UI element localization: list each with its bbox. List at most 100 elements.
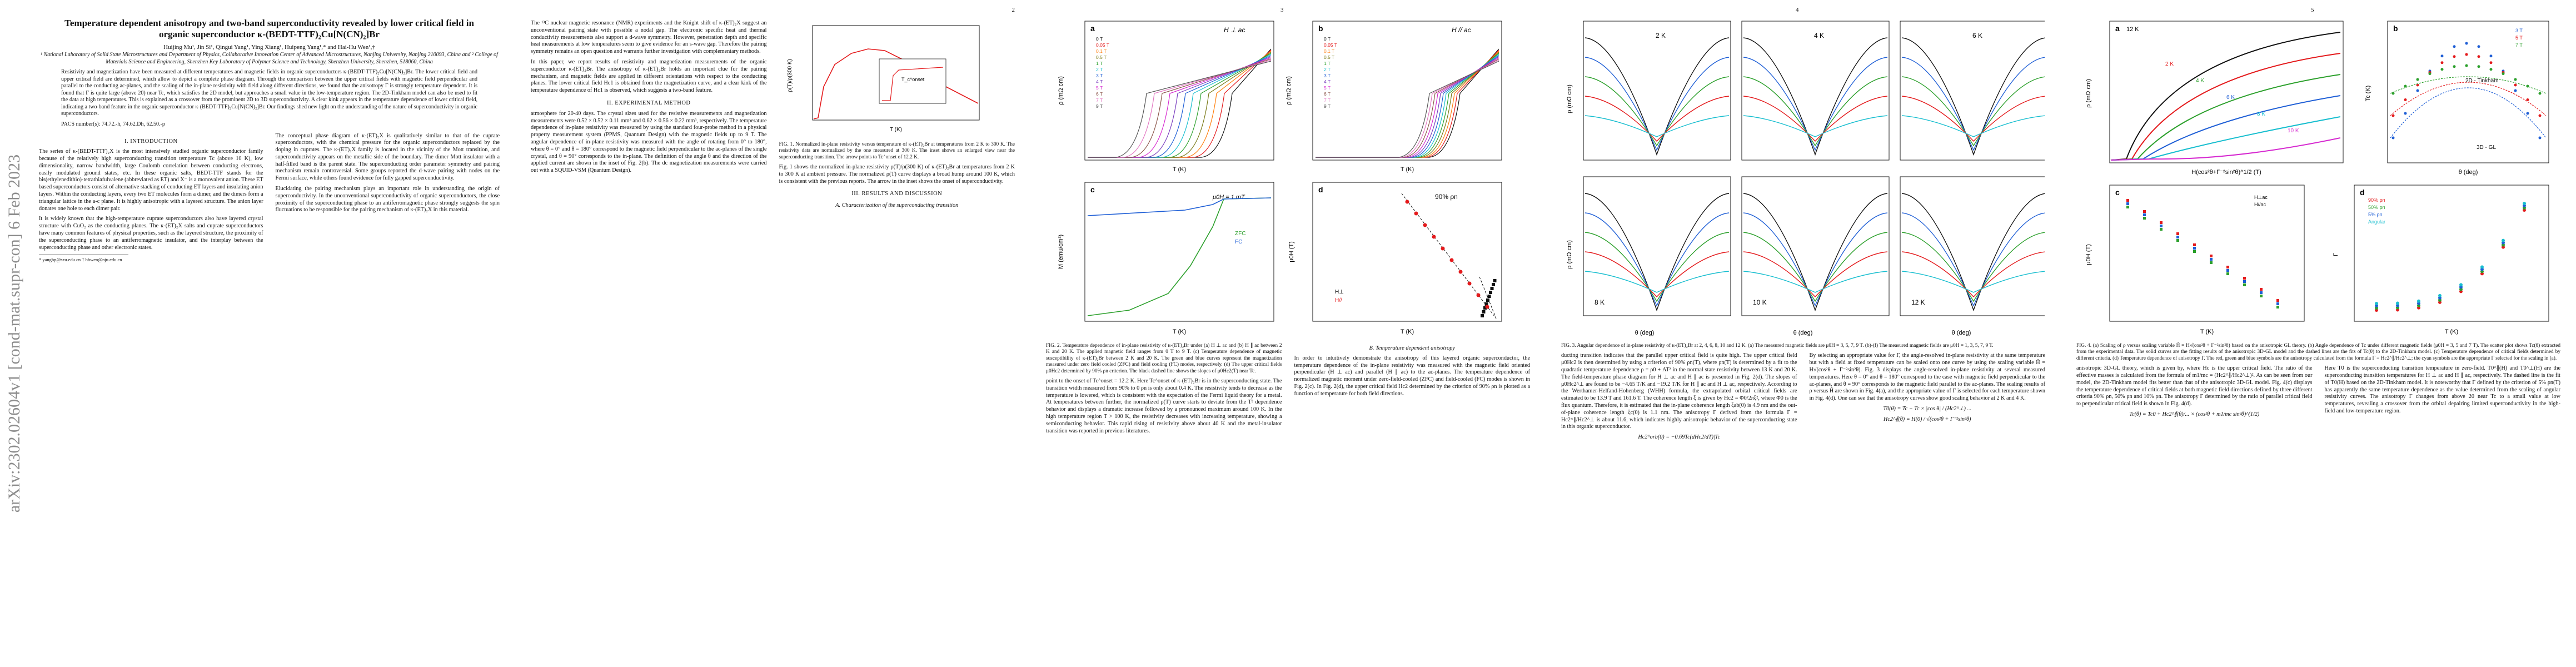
- legend-entry: 3 T: [1096, 73, 1103, 78]
- section-heading: I. INTRODUCTION: [124, 138, 178, 145]
- tc-point: [2477, 45, 2480, 48]
- section-heading: II. EXPERIMENTAL METHOD: [606, 99, 691, 106]
- panel-label: a: [1090, 24, 1095, 33]
- figure-3-caption: FIG. 3. Angular dependence of in-plane r…: [1561, 343, 1994, 349]
- tc-point: [2502, 72, 2505, 76]
- axis-xlabel: T (K): [1401, 328, 1414, 335]
- hperp-point: [1492, 283, 1495, 286]
- hpar-point: [1414, 211, 1418, 216]
- angle-curve: [1585, 96, 1730, 142]
- tc-point: [2538, 92, 2542, 95]
- equation: T0(θ) = Tc − Tc × |cos θ| / (Hc2^⊥) ...: [1883, 405, 1972, 412]
- angle-curve: [1743, 115, 1888, 137]
- field-curve: [1316, 49, 1499, 158]
- figure-4: a 12 K 2 K 4 K 6 K 8 K 10 K ρ (mΩ cm) H(cos²…: [2085, 21, 2549, 335]
- fig2-panel-b: b H // ac 0 T0.05 T0.1 T0.5 T1 T2 T3 T4 …: [1285, 21, 1502, 173]
- field-curve: [1088, 55, 1272, 158]
- hpar-point: [1432, 235, 1436, 239]
- tc-point: [2416, 83, 2419, 87]
- panel-title: H // ac: [1452, 26, 1471, 34]
- paragraph: ducting transition indicates that the pa…: [1561, 352, 1797, 430]
- field-curve: [1088, 48, 1272, 158]
- angle-curve: [1743, 76, 1888, 147]
- panel-label: d: [1318, 185, 1323, 194]
- hperp-point: [1484, 302, 1488, 306]
- legend-hperp: H⊥: [1335, 289, 1344, 295]
- fig2-panel-d: d 90% ρn H⊥ H// μ0H (T) T (K): [1288, 182, 1502, 335]
- angle-curve: [1585, 37, 1730, 156]
- paragraph: The series of κ-(BEDT-TTF)₂X is the most…: [39, 148, 263, 212]
- tc-point: [2453, 65, 2456, 68]
- field-point: [2243, 283, 2246, 286]
- tc-point: [2440, 61, 2444, 64]
- hperp-point: [1486, 298, 1489, 302]
- tc-fit: [2390, 82, 2547, 116]
- column-right: The conceptual phase diagram of κ-(ET)₂X…: [276, 133, 500, 263]
- field-point: [2193, 243, 2196, 246]
- angle-curve: [1743, 271, 1888, 293]
- scaling-curve: [2110, 95, 2341, 161]
- panel-frame: [1741, 176, 1890, 316]
- field-point: [2143, 213, 2146, 216]
- figure-4-caption: FIG. 4. (a) Scaling of ρ versus scaling …: [2076, 343, 2560, 361]
- tc-point: [2453, 45, 2456, 48]
- angle-curve: [1901, 232, 2046, 302]
- equation: Tc(θ) = Tc0 + Hc2^∥(θ)/... × (cos²θ + m1…: [2129, 411, 2260, 417]
- field-curve: [1088, 59, 1272, 158]
- hperp-point: [1481, 314, 1484, 317]
- hpar-point: [1449, 258, 1454, 262]
- field-point: [2243, 280, 2246, 283]
- legend-entry: 0.5 T: [1324, 54, 1334, 60]
- legend-entry: 7 T: [1324, 97, 1331, 103]
- paragraph: Elucidating the pairing mechanism plays …: [275, 186, 500, 213]
- field-curve: [1088, 57, 1272, 158]
- field-point: [2176, 239, 2179, 242]
- field-curve: [1316, 59, 1499, 158]
- legend-entry: 9 T: [1096, 103, 1103, 109]
- angle-curve: [1901, 57, 2046, 151]
- tc-point: [2489, 54, 2493, 58]
- hpar-point: [1405, 200, 1409, 204]
- figure-2-caption: FIG. 2. Temperature dependence of in-pla…: [1046, 343, 1282, 374]
- panel-temp-label: 10 K: [1753, 298, 1767, 306]
- axis-xlabel: θ (deg): [1793, 330, 1813, 336]
- hperp-point: [1489, 291, 1492, 294]
- legend-entry: 4 T: [1096, 79, 1103, 84]
- gamma-point: [2480, 265, 2484, 269]
- field-curve: [1316, 54, 1499, 158]
- field-curve: [1316, 53, 1499, 158]
- field-curve: [1088, 53, 1272, 158]
- hpar-point: [1458, 270, 1463, 274]
- tc-point: [2514, 83, 2517, 87]
- field-point: [2143, 217, 2146, 220]
- paragraph: Here T0 is the superconducting transitio…: [2324, 365, 2561, 414]
- tc-point: [2538, 136, 2542, 140]
- column-right: Here T0 is the superconducting transitio…: [2325, 365, 2561, 422]
- temp-label: 12 K: [2126, 26, 2139, 33]
- field-point: [2260, 288, 2263, 291]
- tc-point: [2453, 55, 2456, 58]
- field-point: [2276, 306, 2279, 308]
- angle-curve: [1901, 37, 2046, 156]
- field-curve: [1316, 56, 1499, 158]
- page-number: 5: [2311, 7, 2314, 13]
- field-curve: [1088, 51, 1272, 158]
- fig4-panel-d: d 90% ρn 50% ρn 5% ρn Angular Γ T (K): [2333, 185, 2549, 335]
- page-1: Temperature dependent anisotropy and two…: [0, 0, 515, 667]
- angle-curve: [1743, 57, 1888, 151]
- panel-title: 90% ρn: [1435, 193, 1458, 201]
- legend-entry: 7 T: [1096, 97, 1103, 103]
- tc-point: [2526, 98, 2529, 102]
- hperp-point: [1490, 287, 1494, 290]
- field-curve: [1316, 48, 1499, 158]
- angle-curve: [1585, 212, 1730, 307]
- legend-entry: Angular: [2368, 219, 2385, 225]
- field-point: [2176, 232, 2179, 235]
- fig2-panel-a: a H ⊥ ac 0 T0.05 T0.1 T0.5 T1 T2 T3 T4 T…: [1058, 21, 1274, 173]
- field-curve: [1088, 61, 1272, 158]
- zfc-curve: [1087, 197, 1272, 316]
- angle-curve: [1743, 96, 1888, 142]
- legend-entry: 6 T: [1324, 91, 1331, 97]
- axis-ylabel: M (emu/cm³): [1058, 235, 1064, 269]
- section-heading: III. RESULTS AND DISCUSSION: [851, 191, 943, 197]
